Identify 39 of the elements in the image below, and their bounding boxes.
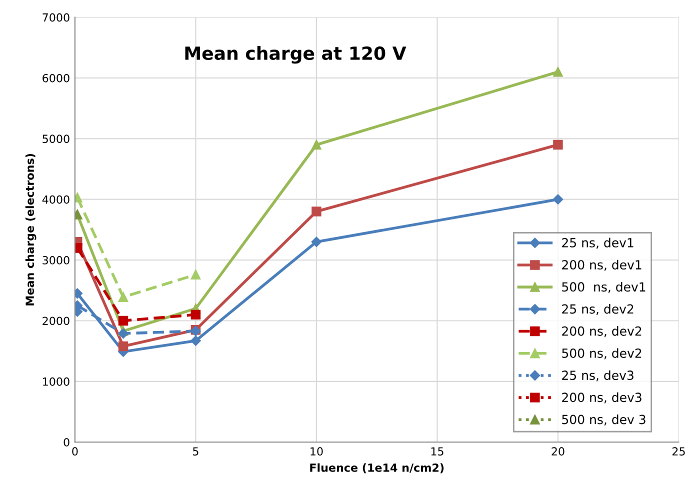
y-axis-title: Mean charge (electrons) xyxy=(25,154,36,306)
legend-label: 500 ns, dev2 xyxy=(562,348,642,360)
y-tick-label: 5000 xyxy=(42,134,70,144)
point xyxy=(190,310,201,320)
legend-label: 500 ns, dev1 xyxy=(562,282,646,293)
x-tick-label: 20 xyxy=(552,447,564,456)
point xyxy=(553,140,563,150)
x-tick-label: 25 xyxy=(672,447,685,456)
point xyxy=(118,328,128,339)
legend-label: 500 ns, dev 3 xyxy=(562,414,646,426)
legend-label: 200 ns, dev3 xyxy=(562,392,642,404)
legend-label: 25 ns, dev1 xyxy=(562,238,634,249)
y-tick-label: 0 xyxy=(64,438,70,447)
y-tick-label: 1000 xyxy=(43,377,70,386)
y-tick-label: 2000 xyxy=(42,316,70,326)
point xyxy=(312,206,322,216)
point xyxy=(118,316,128,326)
x-tick-label: 10 xyxy=(310,447,323,456)
legend-label: 25 ns, dev2 xyxy=(562,304,634,315)
point xyxy=(553,67,563,77)
x-axis-title: Fluence (1e14 n/cm2) xyxy=(310,463,444,474)
point xyxy=(118,292,128,302)
text: Mean charge at 120 V xyxy=(185,46,406,64)
y-tick-label: 7000 xyxy=(42,13,70,22)
x-tick-label: 0 xyxy=(72,447,78,456)
point xyxy=(190,270,201,280)
point xyxy=(552,194,564,204)
y-tick-label: 4000 xyxy=(42,195,70,204)
y-tick-label: 6000 xyxy=(42,74,70,82)
x-tick-label: 5 xyxy=(193,447,198,456)
y-tick-label: 3000 xyxy=(42,256,70,264)
legend-label: 25 ns, dev3 xyxy=(562,370,634,382)
x-tick-label: 15 xyxy=(431,447,444,456)
legend-label: 200 ns, dev2 xyxy=(562,326,642,338)
point xyxy=(190,336,201,346)
legend-label: 200 ns, dev1 xyxy=(562,260,642,271)
point xyxy=(312,140,322,150)
point xyxy=(311,236,322,247)
point xyxy=(118,341,128,352)
